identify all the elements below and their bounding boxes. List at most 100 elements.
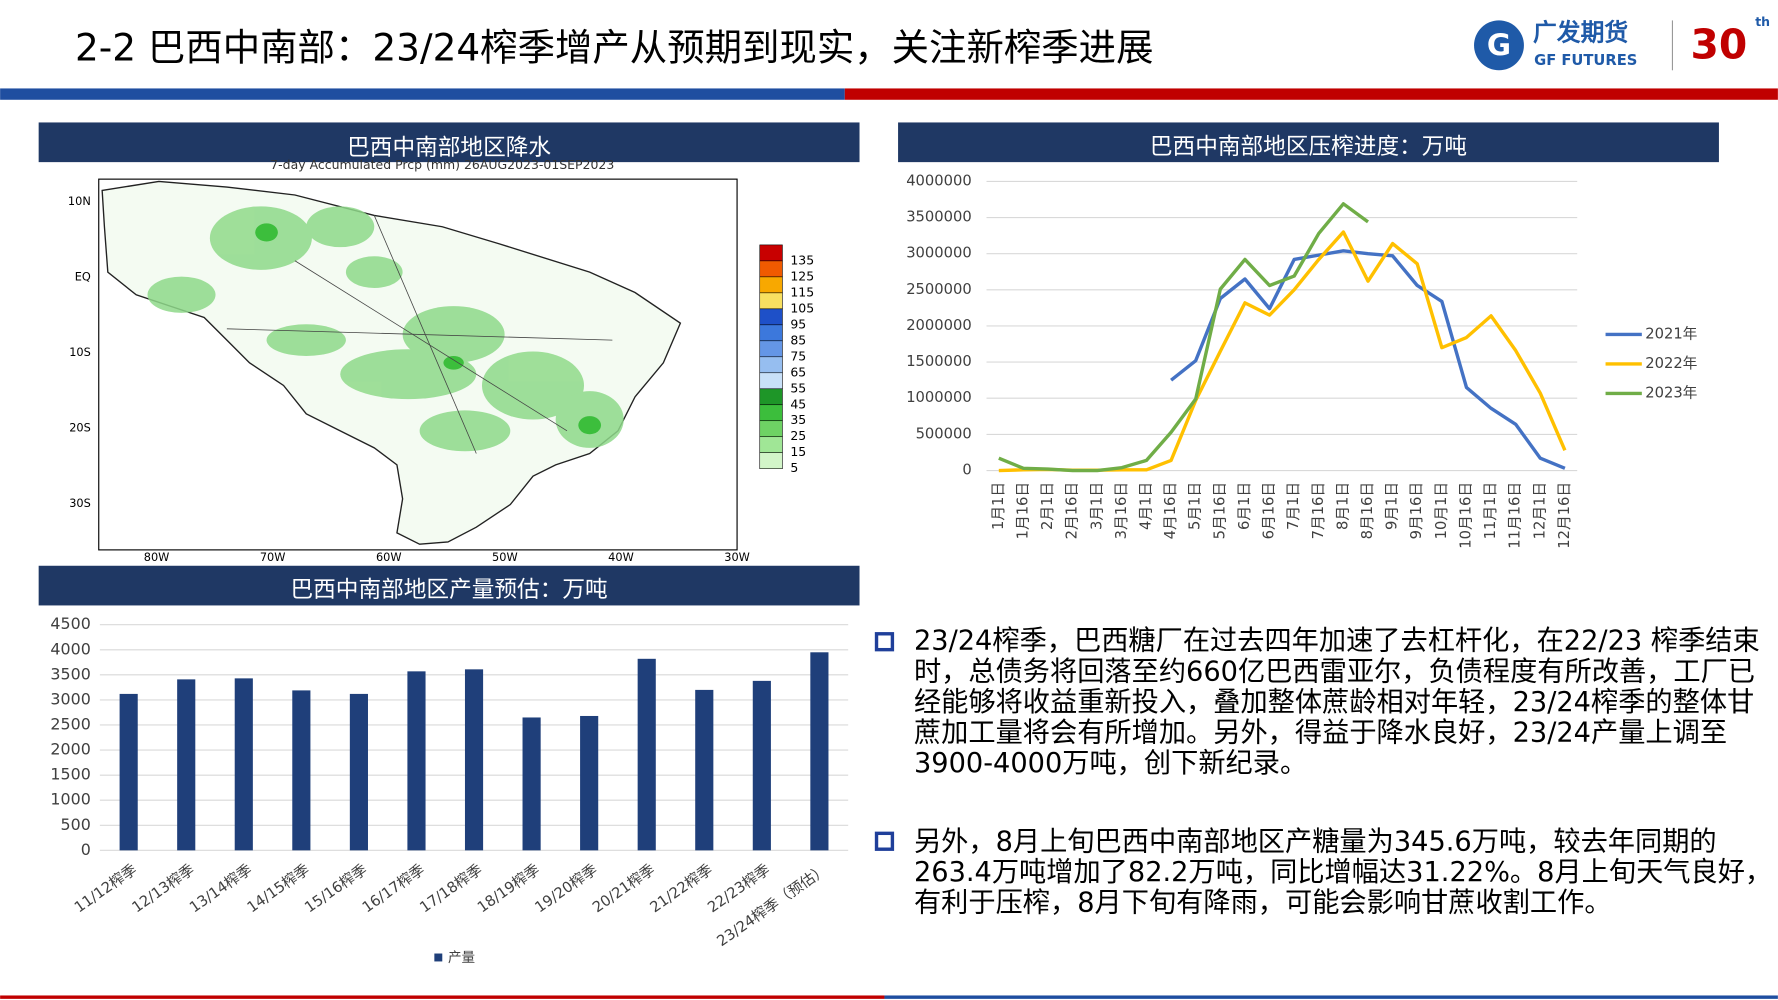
x-tick-label: 16/17榨季 (359, 860, 428, 916)
y-tick-label: 2500 (50, 714, 90, 733)
bar (292, 690, 311, 851)
x-tick-label: 11月1日 (1482, 482, 1499, 540)
slide-title: 2-2 巴西中南部：23/24榨季增产从预期到现实，关注新榨季进展 (75, 25, 1154, 69)
x-tick-label: 5月16日 (1211, 482, 1228, 540)
x-tick-label: 7月1日 (1285, 482, 1302, 530)
y-tick-label: 4000 (50, 639, 90, 658)
x-tick-label: 8月16日 (1359, 482, 1376, 540)
legend-swatch (759, 372, 783, 390)
legend-label: 产量 (448, 950, 475, 966)
x-tick-label: 12/13榨季 (128, 860, 197, 916)
legend-label: 95 (790, 316, 806, 331)
legend-swatch (759, 308, 783, 326)
legend-label: 65 (790, 364, 806, 379)
y-tick-label: 3500 (50, 664, 90, 683)
x-tick-label: 2月16日 (1064, 482, 1081, 540)
y-tick-label: 4000000 (906, 172, 972, 189)
x-tick-label: 8月1日 (1334, 482, 1351, 530)
legend-swatch (759, 356, 783, 374)
legend-label: 2023年 (1645, 384, 1697, 401)
bar (695, 689, 714, 851)
y-tick-label: 3000000 (906, 245, 972, 262)
legend-swatch (759, 388, 783, 406)
legend-swatch (434, 953, 443, 962)
x-tick-label: 11月16日 (1507, 482, 1524, 549)
x-tick-label: 18/19榨季 (474, 860, 543, 916)
y-tick-label: 1500 (50, 765, 90, 784)
logo-english: GF FUTURES (1534, 52, 1637, 69)
bar (119, 693, 138, 851)
legend-label: 35 (790, 412, 806, 427)
y-tick-label: 0 (962, 462, 971, 479)
x-tick-label: 14/15榨季 (244, 860, 313, 916)
bar (234, 678, 253, 851)
panel-title: 巴西中南部地区产量预估：万吨 (290, 577, 607, 603)
legend-label: 15 (790, 444, 806, 459)
lon-label: 60W (376, 550, 402, 564)
legend-swatch (759, 436, 783, 454)
x-tick-label: 2月1日 (1039, 482, 1056, 530)
x-tick-label: 12月1日 (1531, 482, 1548, 540)
legend-label: 85 (790, 332, 806, 347)
bullet-text: 23/24榨季，巴西糖厂在过去四年加速了去杠杆化，在22/23 榨季结束时，总债… (913, 625, 1760, 779)
x-tick-label: 20/21榨季 (589, 860, 658, 916)
chart: 0 500 1000 1500 2000 2500 3000 3500 4000 4500 11/1… (50, 614, 849, 966)
lat-label: 10N (68, 194, 91, 208)
bullet-text: 另外，8月上旬巴西中南部地区产糖量为345.6万吨，较去年同期的263.4万吨增… (913, 826, 1773, 919)
x-tick-label: 9月16日 (1408, 482, 1425, 540)
legend-swatch (759, 276, 783, 294)
series-line (998, 202, 1370, 473)
x-tick-label: 6月1日 (1236, 482, 1253, 530)
legend-swatch (759, 260, 783, 278)
x-tick-label: 3月16日 (1113, 482, 1130, 540)
lat-label: 20S (69, 420, 91, 434)
bullet-box: 另外，8月上旬巴西中南部地区产糖量为345.6万吨，较去年同期的263.4万吨增… (913, 826, 1773, 919)
bar (810, 652, 829, 851)
panel-header (898, 122, 1719, 163)
legend-label: 75 (790, 348, 806, 363)
x-tick-label: 21/22榨季 (646, 860, 715, 916)
panel-header (38, 565, 860, 606)
y-tick-label: 500000 (916, 425, 972, 442)
x-tick-label: 15/16榨季 (301, 860, 370, 916)
legend-label: 135 (790, 252, 814, 267)
x-tick-label: 4月1日 (1137, 482, 1154, 530)
bar (407, 671, 426, 851)
y-tick-label: 2500000 (906, 281, 972, 298)
rain-cores (255, 223, 602, 435)
legend-label: 5 (790, 460, 798, 475)
panel-title: 巴西中南部地区降水 (347, 135, 551, 161)
bar (177, 679, 196, 851)
legend-swatch (759, 324, 783, 342)
chart: 0 500000 1000000 1500000 2000000 2500000 30000… (906, 172, 1697, 548)
logo-anniversary: 30 (1691, 21, 1748, 69)
logo-mark (1474, 20, 1524, 71)
x-tick-label: 1月1日 (990, 482, 1007, 530)
logo-glyph: G (1487, 28, 1511, 62)
y-tick-label: 3500000 (906, 209, 972, 226)
logo-name: 广发期货 (1533, 19, 1628, 47)
bar (637, 658, 656, 851)
x-tick-label: 4月16日 (1162, 482, 1179, 540)
panel-header (38, 122, 860, 163)
x-tick-label: 5月1日 (1187, 482, 1204, 530)
lon-label: 30W (724, 550, 750, 564)
bullet-icon (874, 632, 895, 652)
x-tick-label: 6月16日 (1261, 482, 1278, 540)
legend-label: 2022年 (1645, 355, 1697, 372)
legend-label: 55 (790, 380, 806, 395)
legend-label: 25 (790, 428, 806, 443)
header-rule-blue (0, 88, 845, 100)
y-tick-label: 0 (81, 840, 91, 859)
bar (522, 717, 541, 851)
y-tick-label: 1000000 (906, 389, 972, 406)
legend-swatch (759, 292, 783, 310)
lon-label: 80W (144, 550, 170, 564)
lon-label: 50W (492, 550, 518, 564)
legend-label: 115 (790, 284, 814, 299)
x-tick-label: 3月1日 (1088, 482, 1105, 530)
lat-label: 30S (69, 496, 91, 510)
panel-title: 巴西中南部地区压榨进度：万吨 (1150, 134, 1467, 160)
lat-label: EQ (75, 269, 91, 283)
